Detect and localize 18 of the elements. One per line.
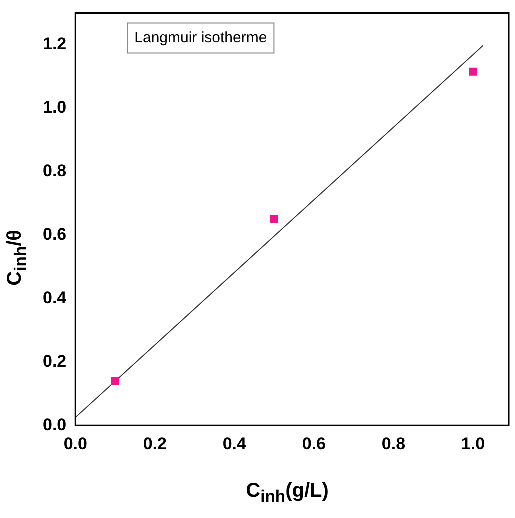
- y-tick-label: 0.8: [42, 162, 67, 181]
- y-tick-label: 0.6: [42, 224, 67, 244]
- x-tick-label: 0.6: [302, 434, 326, 454]
- x-tick-label: 0.4: [222, 434, 248, 454]
- x-tick-label: 0.0: [64, 434, 88, 454]
- y-tick-label: 1.0: [42, 98, 67, 118]
- y-tick-label: 0.2: [42, 352, 67, 371]
- point: [270, 215, 278, 224]
- point: [111, 377, 120, 386]
- annotation: Langmuir isotherme: [134, 29, 268, 46]
- x-tick-label: 1.0: [461, 434, 486, 454]
- point: [469, 68, 478, 76]
- x-axis-title: C$_{inh}$(g/L): [245, 480, 330, 507]
- x-tick-label: 0.2: [143, 434, 167, 454]
- x-tick-label: 0.8: [382, 434, 406, 454]
- y-tick-label: 0.0: [42, 415, 67, 434]
- y-tick-label: 1.2: [42, 34, 67, 54]
- y-tick-label: 0.4: [42, 288, 68, 308]
